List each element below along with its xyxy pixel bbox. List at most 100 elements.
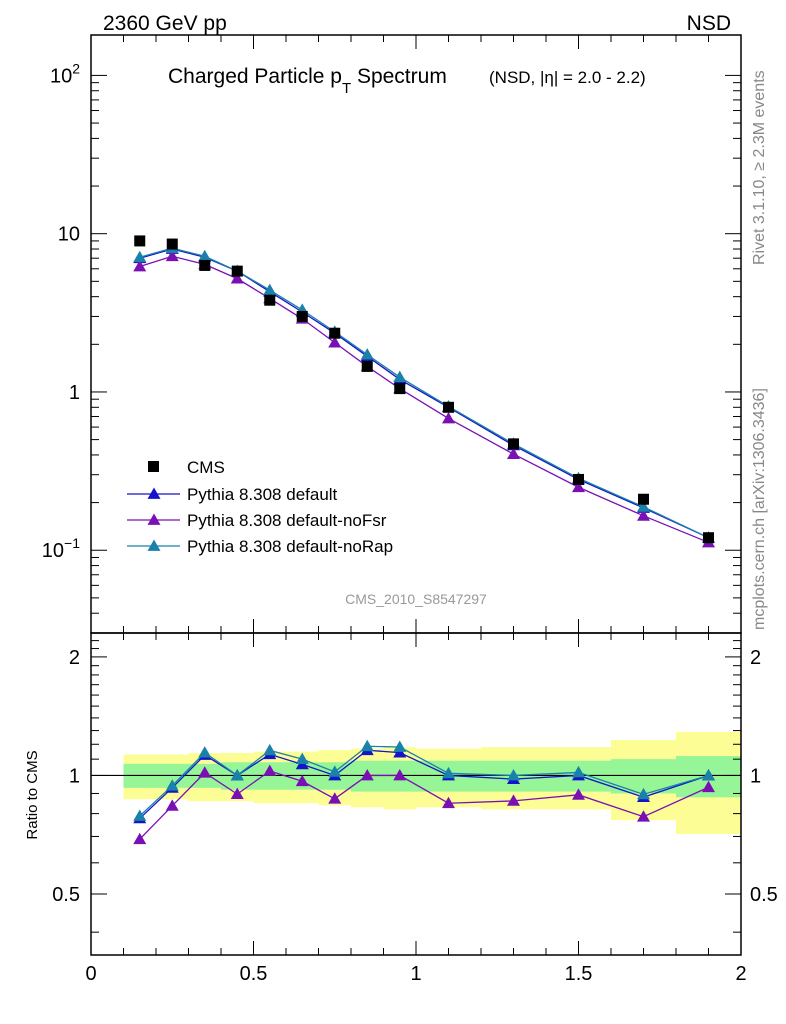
energy-label: 2360 GeV pp: [103, 12, 227, 35]
ratio-point-3: [507, 768, 520, 781]
ratio-point-3: [263, 743, 277, 756]
data-point: [394, 383, 406, 395]
ratio-point-3: [295, 752, 309, 765]
series-point-2: [572, 480, 585, 493]
y-tick-label: 102: [50, 60, 80, 87]
legend-label-2: Pythia 8.308 default-noFsr: [187, 511, 387, 530]
ratio-point-2: [263, 764, 277, 776]
y-tick-label: 10−1: [42, 535, 80, 562]
ratio-ylabel: Ratio to CMS: [24, 750, 41, 839]
chart-title-suffix: (NSD, |η| = 2.0 - 2.2): [489, 68, 646, 87]
series-point-2: [637, 509, 650, 521]
legend-label-1: Pythia 8.308 default: [187, 485, 338, 504]
series-point-2: [230, 272, 244, 284]
y-tick-base: 10: [42, 540, 64, 562]
series-point-3: [637, 500, 650, 512]
ratio-point-3: [198, 746, 212, 758]
x-tick-label: 0.5: [240, 963, 268, 985]
data-point: [296, 310, 308, 322]
ratio-point-2: [507, 794, 520, 806]
y-tick-base: 10: [58, 224, 80, 246]
y-tick-label: 10: [58, 224, 80, 246]
data-point: [199, 259, 211, 271]
legend-series: Pythia 8.308 default Pythia 8.308 default…: [127, 485, 393, 556]
ratio-y-tick-label-left: 2: [69, 647, 80, 669]
ratio-point-3: [165, 779, 179, 791]
ratio-point-2: [328, 792, 342, 804]
ratio-point-2: [393, 768, 407, 781]
data-point: [573, 473, 584, 485]
ratio-point-3: [133, 809, 147, 821]
ratio-y-tick-label-left: 0.5: [52, 884, 80, 906]
ratio-y-tick-label-right: 2: [750, 647, 761, 669]
legend-marker-1: [147, 487, 161, 499]
series-point-2: [133, 260, 147, 272]
ratio-point-3: [393, 740, 407, 752]
ratio-point-2: [442, 796, 455, 809]
series-point-2: [507, 447, 520, 459]
series-point-3: [133, 250, 147, 263]
ratio-point-2: [637, 810, 650, 822]
analysis-label: CMS_2010_S8547297: [345, 591, 487, 607]
x-tick-label: 2: [735, 963, 746, 985]
ratio-point-2: [572, 788, 585, 800]
series-point-2: [442, 411, 455, 424]
y-tick-label: 1: [69, 382, 80, 404]
series-group: [133, 235, 715, 845]
ratio-point-2: [198, 766, 212, 778]
x-tick-label: 1.5: [565, 963, 593, 985]
ratio-point-3: [637, 787, 650, 800]
chart-title-rest: Spectrum: [351, 65, 447, 88]
y-tick-base: 10: [50, 65, 72, 87]
ratio-point-2: [295, 774, 309, 787]
ratio-point-3: [328, 765, 342, 777]
x-tick-label: 0: [85, 963, 96, 985]
series-point-3: [198, 249, 212, 262]
ratio-y-tick-label-right: 0.5: [750, 884, 778, 906]
ratio-point-2: [165, 799, 179, 811]
data-point: [703, 532, 714, 544]
data-point: [443, 401, 454, 413]
data-point: [361, 360, 373, 372]
y-tick-exponent: −1: [64, 535, 80, 551]
rivet-label: Rivet 3.1.10, ≥ 2.3M events: [751, 70, 768, 265]
series-point-3: [393, 370, 407, 383]
source-label: mcplots.cern.ch [arXiv:1306.3436]: [751, 388, 768, 630]
data-point: [134, 235, 146, 247]
ratio-point-3: [230, 768, 244, 781]
ratio-point-2: [702, 780, 715, 793]
axis-ticks: [90, 35, 742, 955]
data-point: [231, 265, 243, 277]
series-line-3: [139, 247, 709, 539]
ratio-y-tick-label-left: 1: [69, 765, 80, 787]
data-point: [329, 327, 341, 339]
legend-marker-2: [147, 513, 161, 525]
series-point-2: [165, 249, 179, 262]
ratio-point-3: [702, 768, 715, 781]
ratio-point-3: [442, 766, 455, 779]
series-point-2: [328, 336, 342, 348]
ratio-point-2: [360, 768, 374, 781]
data-point: [166, 238, 178, 250]
x-tick-label: 1: [410, 963, 421, 985]
ratio-point-3: [360, 739, 374, 752]
series-point-3: [263, 283, 277, 295]
data-point: [264, 294, 276, 306]
ratio-point-2: [230, 787, 244, 800]
series-point-3: [360, 348, 374, 360]
ratio-y-tick-label-right: 1: [750, 765, 761, 787]
chart-title: Charged Particle pT Spectrum: [168, 65, 447, 97]
ratio-point-2: [133, 832, 147, 845]
y-tick-exponent: 2: [72, 60, 80, 76]
legend-marker-3: [147, 539, 161, 551]
legend-cms-label: CMS: [187, 458, 225, 477]
data-point: [638, 493, 649, 505]
legend-label-3: Pythia 8.308 default-noRap: [187, 537, 393, 556]
process-label: NSD: [687, 12, 731, 35]
ratio-point-3: [572, 765, 585, 778]
chart-title-subscript: T: [342, 80, 351, 97]
y-tick-base: 1: [69, 382, 80, 404]
